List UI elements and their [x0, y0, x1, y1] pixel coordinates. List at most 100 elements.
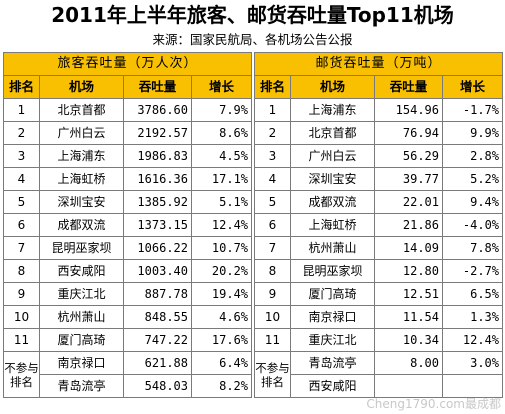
table-row: 9 厦门高琦 12.51 6.5%	[254, 282, 504, 306]
growth-cell: 5.1%	[190, 190, 253, 214]
col-growth: 增长	[441, 75, 504, 99]
unranked-label: 不参与排名	[254, 351, 291, 398]
volume-cell: 8.00	[374, 351, 443, 375]
col-rank: 排名	[3, 75, 40, 99]
cargo-heading-row: 邮货吞吐量（万吨）	[253, 52, 504, 76]
growth-cell: 17.1%	[190, 167, 253, 191]
growth-cell: 5.2%	[441, 167, 504, 191]
volume-cell: 76.94	[374, 121, 443, 145]
watermark: Cheng1790.com最成都	[366, 397, 501, 411]
cargo-column-headers: 排名 机场 吞吐量 增长	[254, 75, 504, 99]
table-row: 3 上海浦东 1986.83 4.5%	[3, 144, 253, 168]
airport-cell: 北京首都	[39, 98, 124, 122]
volume-cell	[374, 374, 443, 398]
col-rank: 排名	[254, 75, 291, 99]
growth-cell: 7.8%	[441, 236, 504, 260]
table-row: 9 重庆江北 887.78 19.4%	[3, 282, 253, 306]
airport-cell: 深圳宝安	[290, 167, 375, 191]
volume-cell: 3786.60	[123, 98, 192, 122]
growth-cell	[441, 374, 504, 398]
volume-cell: 1373.15	[123, 213, 192, 237]
growth-cell: -1.7%	[441, 98, 504, 122]
rank-cell: 2	[3, 121, 40, 145]
airport-cell: 南京禄口	[39, 351, 124, 375]
growth-cell: -2.7%	[441, 259, 504, 283]
rank-cell: 7	[254, 236, 291, 260]
volume-cell: 154.96	[374, 98, 443, 122]
volume-cell: 10.34	[374, 328, 443, 352]
source-note: 来源：国家民航局、各机场公告公报	[152, 32, 353, 47]
rank-cell: 3	[3, 144, 40, 168]
passenger-heading: 旅客吞吐量（万人次）	[2, 52, 253, 76]
unranked-label: 不参与排名	[3, 351, 40, 398]
growth-cell: 2.8%	[441, 144, 504, 168]
volume-cell: 1616.36	[123, 167, 192, 191]
col-volume: 吞吐量	[123, 75, 192, 99]
table-row: 11 厦门高琦 747.22 17.6%	[3, 328, 253, 352]
airport-cell: 成都双流	[39, 213, 124, 237]
growth-cell: 6.5%	[441, 282, 504, 306]
airport-cell: 上海虹桥	[290, 213, 375, 237]
table-row-unranked: 青岛流亭 548.03 8.2%	[4, 374, 253, 398]
volume-cell: 1003.40	[123, 259, 192, 283]
volume-cell: 1986.83	[123, 144, 192, 168]
airport-cell: 广州白云	[39, 121, 124, 145]
passenger-table: 旅客吞吐量（万人次） 排名 机场 吞吐量 增长 1 北京首都 3786.60 7.9%…	[2, 52, 253, 398]
airport-cell: 南京禄口	[290, 305, 375, 329]
cargo-heading: 邮货吞吐量（万吨）	[253, 52, 504, 76]
volume-cell: 56.29	[374, 144, 443, 168]
rank-cell: 11	[3, 328, 40, 352]
growth-cell: 3.0%	[441, 351, 504, 375]
col-volume: 吞吐量	[374, 75, 443, 99]
airport-cell: 西安咸阳	[290, 374, 375, 398]
table-row: 3 广州白云 56.29 2.8%	[254, 144, 504, 168]
growth-cell: 8.6%	[190, 121, 253, 145]
rank-cell: 9	[3, 282, 40, 306]
passenger-heading-row: 旅客吞吐量（万人次）	[2, 52, 253, 76]
rank-cell: 6	[254, 213, 291, 237]
rank-cell: 5	[254, 190, 291, 214]
growth-cell: 12.4%	[441, 328, 504, 352]
rank-cell: 7	[3, 236, 40, 260]
table-row: 4 深圳宝安 39.77 5.2%	[254, 167, 504, 191]
volume-cell: 14.09	[374, 236, 443, 260]
table-row: 7 昆明巫家坝 1066.22 10.7%	[3, 236, 253, 260]
rank-cell: 9	[254, 282, 291, 306]
airport-cell: 深圳宝安	[39, 190, 124, 214]
cargo-table: 邮货吞吐量（万吨） 排名 机场 吞吐量 增长 1 上海浦东 154.96 -1.7% 2…	[253, 52, 504, 398]
table-row: 4 上海虹桥 1616.36 17.1%	[3, 167, 253, 191]
growth-cell: 1.3%	[441, 305, 504, 329]
airport-cell: 杭州萧山	[290, 236, 375, 260]
growth-cell: -4.0%	[441, 213, 504, 237]
table-row: 1 上海浦东 154.96 -1.7%	[254, 98, 504, 122]
airport-cell: 上海虹桥	[39, 167, 124, 191]
growth-cell: 4.5%	[190, 144, 253, 168]
volume-cell: 39.77	[374, 167, 443, 191]
growth-cell: 19.4%	[190, 282, 253, 306]
airport-cell: 青岛流亭	[290, 351, 375, 375]
volume-cell: 2192.57	[123, 121, 192, 145]
rank-cell: 1	[3, 98, 40, 122]
growth-cell: 9.9%	[441, 121, 504, 145]
rank-cell: 8	[3, 259, 40, 283]
table-row: 2 广州白云 2192.57 8.6%	[3, 121, 253, 145]
airport-cell: 成都双流	[290, 190, 375, 214]
rank-cell: 4	[3, 167, 40, 191]
growth-cell: 7.9%	[190, 98, 253, 122]
growth-cell: 9.4%	[441, 190, 504, 214]
table-row: 2 北京首都 76.94 9.9%	[254, 121, 504, 145]
growth-cell: 8.2%	[190, 374, 253, 398]
volume-cell: 21.86	[374, 213, 443, 237]
col-airport: 机场	[290, 75, 375, 99]
growth-cell: 12.4%	[190, 213, 253, 237]
table-row: 5 成都双流 22.01 9.4%	[254, 190, 504, 214]
growth-cell: 17.6%	[190, 328, 253, 352]
volume-cell: 1385.92	[123, 190, 192, 214]
volume-cell: 887.78	[123, 282, 192, 306]
growth-cell: 20.2%	[190, 259, 253, 283]
volume-cell: 12.51	[374, 282, 443, 306]
table-row-unranked: 不参与排名 南京禄口 621.88 6.4%	[3, 351, 253, 398]
airport-cell: 青岛流亭	[39, 374, 124, 398]
airport-cell: 北京首都	[290, 121, 375, 145]
